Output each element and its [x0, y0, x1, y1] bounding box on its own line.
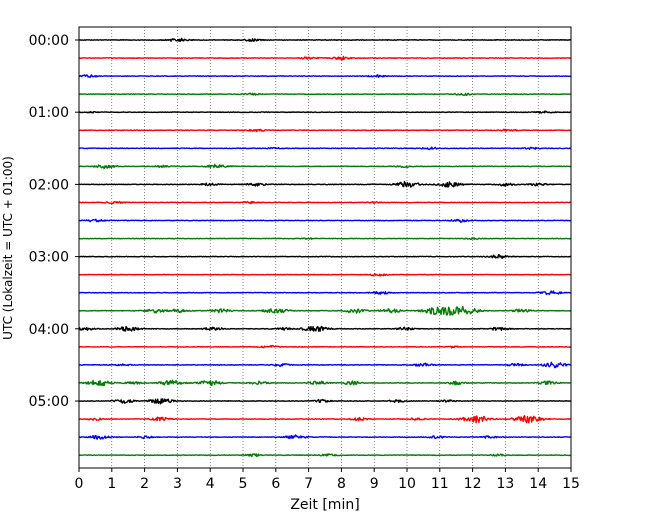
y-tick-label-01:00: 01:00	[29, 105, 69, 121]
trace-0530	[78, 434, 572, 440]
x-tick-label-4: 4	[206, 476, 215, 492]
x-tick-label-10: 10	[398, 476, 416, 492]
y-tick-label-05:00: 05:00	[29, 394, 69, 410]
trace-0045	[78, 92, 572, 97]
x-tick-label-1: 1	[107, 476, 116, 492]
y-axis-ticks: 00:00 01:00 02:00 03:00 04:00 05:00	[29, 33, 79, 410]
y-tick-label-02:00: 02:00	[29, 177, 69, 193]
trace-0200	[78, 180, 572, 188]
trace-0130	[78, 146, 572, 151]
trace-0300	[78, 254, 572, 260]
trace-0400	[78, 325, 572, 332]
trace-0000	[78, 37, 572, 43]
trace-0100	[78, 110, 572, 114]
trace-0230	[78, 218, 571, 223]
trace-0245	[78, 237, 572, 241]
x-tick-label-13: 13	[496, 476, 514, 492]
x-tick-label-7: 7	[304, 476, 313, 492]
plot-background	[79, 27, 571, 468]
x-tick-label-14: 14	[529, 476, 547, 492]
trace-0545	[78, 453, 572, 458]
y-tick-label-04:00: 04:00	[29, 322, 69, 338]
x-tick-label-11: 11	[431, 476, 449, 492]
y-tick-label-03:00: 03:00	[29, 250, 69, 266]
x-tick-label-2: 2	[140, 476, 149, 492]
x-axis-ticks: 0 1 2 3 4 5 6 7 8 9 10 11 12 13 14 15	[75, 468, 580, 492]
x-tick-label-0: 0	[75, 476, 84, 492]
x-tick-label-8: 8	[337, 476, 346, 492]
trace-0515	[78, 415, 572, 424]
plot-frame	[78, 26, 572, 469]
trace-0330	[78, 290, 572, 296]
y-tick-label-00:00: 00:00	[29, 33, 69, 49]
y-axis-label: UTC (Lokalzeit = UTC + 01:00)	[1, 156, 15, 340]
trace-0215	[78, 200, 572, 205]
x-tick-label-12: 12	[464, 476, 482, 492]
x-tick-label-3: 3	[173, 476, 182, 492]
trace-0145	[78, 163, 572, 170]
trace-0030	[78, 74, 572, 78]
x-tick-label-6: 6	[271, 476, 280, 492]
trace-0500	[78, 398, 572, 405]
trace-0315	[78, 273, 572, 277]
trace-0015	[78, 55, 572, 61]
x-tick-label-9: 9	[370, 476, 379, 492]
trace-0430	[78, 361, 572, 369]
trace-0345	[78, 305, 572, 316]
trace-0445	[78, 379, 572, 387]
x-tick-label-15: 15	[562, 476, 580, 492]
seismogram-traces	[78, 37, 572, 458]
x-tick-label-5: 5	[239, 476, 248, 492]
x-axis-label: Zeit [min]	[290, 497, 359, 513]
trace-0415	[78, 344, 572, 349]
trace-0115	[78, 128, 572, 133]
